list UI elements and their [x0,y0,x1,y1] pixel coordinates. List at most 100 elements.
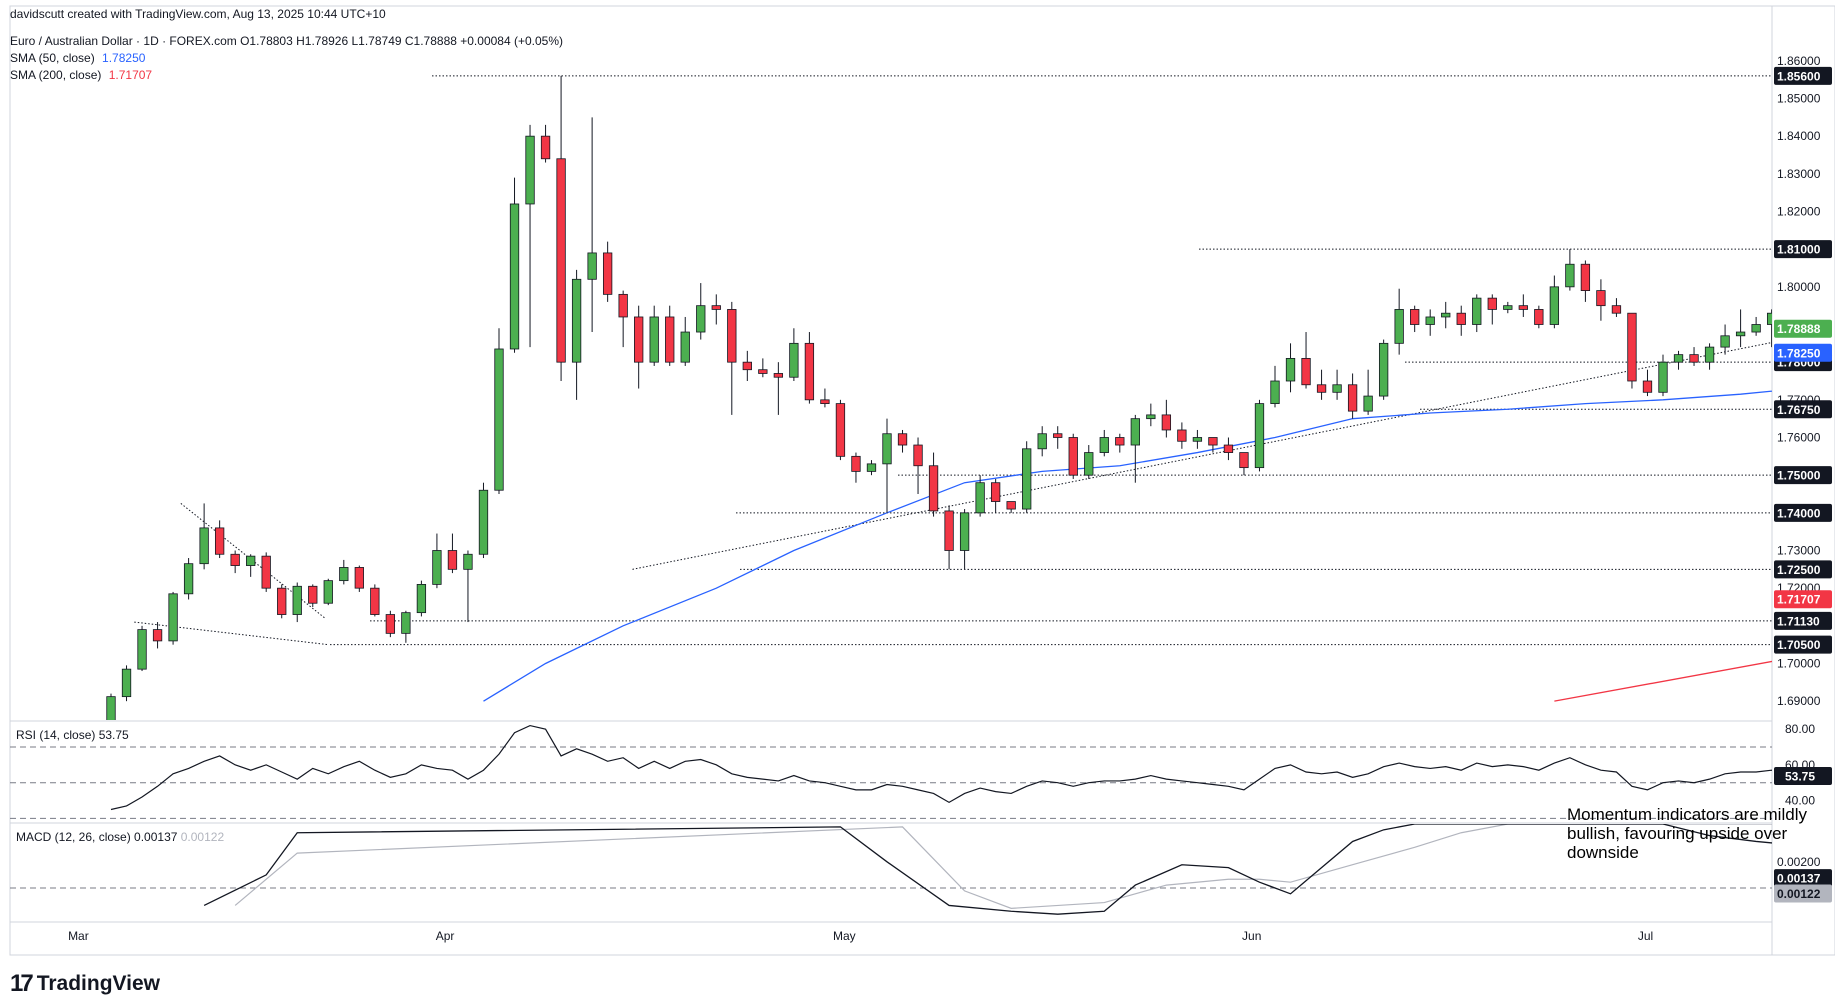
candle-body [1146,414,1156,420]
candle [354,565,364,592]
candle-body [1580,263,1591,292]
candle [246,554,256,577]
candle [711,294,721,325]
level-tag-label: 1.85600 [1777,69,1821,83]
level-tag-label: 1.72500 [1777,563,1821,577]
candle-body [463,553,473,570]
candle [1239,452,1249,476]
candle [1022,441,1032,513]
candle-body [1285,357,1296,382]
candle [1037,426,1047,457]
candle [1658,354,1668,397]
sma200-price-tag-label: 1.71707 [1777,593,1821,607]
candle [1503,301,1513,314]
candle-body [1068,437,1078,476]
candle [990,478,1001,513]
candle [820,388,830,408]
tradingview-logo-icon: 17 [10,970,34,997]
candle [106,693,116,720]
candle-body [1332,384,1342,393]
level-tag [1774,240,1832,259]
candle [1208,437,1218,453]
candle-body [634,316,644,363]
candle [1115,433,1125,453]
macd-value-tag-label: 0.00122 [1777,887,1821,901]
rsi-tick-label: 40.00 [1785,794,1815,808]
candle [463,550,473,623]
level-tag [1774,466,1832,485]
candle-body [882,433,892,465]
candle [1130,414,1140,483]
candle-body [727,309,737,363]
candle-body [1658,361,1668,393]
candle [292,582,302,623]
candle [1347,373,1358,419]
macd-signal-line [234,824,1772,909]
candle [959,509,970,570]
candle-body [1627,312,1637,382]
candle-body [1161,414,1172,431]
candle-body [246,555,256,566]
candle-body [339,567,349,582]
candle [1487,294,1497,325]
candle-body [866,463,877,472]
candle [230,550,240,574]
candle-body [1518,305,1528,310]
candle-body [308,585,318,604]
candle-body [618,293,628,318]
candle [556,75,566,381]
candle-body [773,373,784,378]
candle-body [1549,286,1560,325]
candle [168,591,178,645]
candle [1332,369,1342,400]
price-tick-label: 1.85000 [1777,92,1821,106]
candle [742,350,752,381]
candle-body [323,580,333,604]
candle [1425,309,1435,336]
sma200-price-tag [1774,590,1832,609]
candle [1518,294,1528,317]
candle-body [665,316,675,363]
candle-body [416,584,427,614]
candle [773,362,784,415]
level-tag [1774,560,1832,579]
candle-body [385,614,396,634]
candle-body [1037,433,1047,450]
candle-body [1689,354,1699,363]
level-tag [1774,66,1832,85]
candle [727,301,737,415]
candle-body [897,433,908,446]
candle-body [556,158,566,363]
rising-trendline [632,341,1772,570]
candle-body [540,135,551,160]
creator-line: davidscutt created with TradingView.com,… [10,7,386,21]
current-price-tag [1774,319,1832,338]
candle-body [1363,395,1373,412]
candle [308,584,318,607]
candle-body [1751,324,1761,333]
candle-body [990,482,1001,502]
candle-body [944,510,954,551]
sma200-legend[interactable]: SMA (200, close) 1.71707 [10,68,152,82]
candle [571,269,582,400]
tradingview-logo[interactable]: 17 TradingView [10,969,160,999]
candle [1534,305,1544,329]
candle [618,290,628,348]
macd-line [203,824,1772,915]
candle [121,665,132,702]
momentum-note: Momentum indicators are mildly bullish, … [1567,805,1807,862]
candle-body [168,593,178,642]
candle [1704,343,1715,370]
candle-body [183,563,194,595]
candle-body [1316,384,1327,393]
rsi-legend: RSI (14, close) 53.75 [16,728,129,742]
candle-body [1720,335,1730,348]
sma50-legend[interactable]: SMA (50, close) 1.78250 [10,51,145,65]
candle [1441,301,1451,329]
candle-body [742,361,752,371]
candle-body [199,527,209,565]
level-tag [1774,400,1832,419]
candle [1363,369,1373,415]
candle-body [696,305,706,333]
